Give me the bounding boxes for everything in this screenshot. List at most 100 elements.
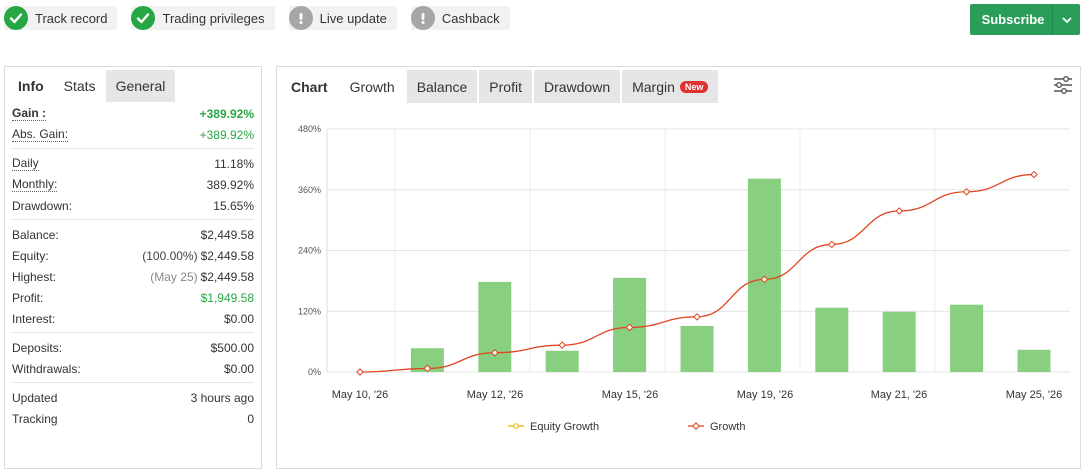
check-icon — [131, 6, 156, 30]
interest-value: $0.00 — [223, 311, 254, 326]
subscribe-button[interactable]: Subscribe — [970, 4, 1080, 35]
tab-stats[interactable]: Stats — [63, 78, 96, 94]
tab-balance[interactable]: Balance — [406, 70, 478, 103]
badge-label: Cashback — [441, 10, 500, 26]
subscribe-label: Subscribe — [981, 12, 1045, 27]
growth-point — [490, 348, 499, 357]
growth-line — [359, 173, 1035, 373]
tracking-label: Tracking — [12, 411, 58, 426]
chart-tabs: Chart Growth Balance Profit Drawdown Mar… — [281, 70, 719, 103]
growth-point — [827, 240, 836, 249]
withdrawals-label: Withdrawals: — [12, 361, 81, 376]
chart-svg: 0% 120% 240% 360% 480% May 10, '26 May 12, '26… — [298, 124, 1070, 433]
exclamation-icon — [288, 6, 313, 30]
tracking-value: 0 — [247, 411, 254, 426]
x-tick-label: May 21, '26 — [871, 389, 928, 401]
profit-label: Profit: — [12, 290, 44, 305]
abs-gain-value: +389.92% — [199, 127, 254, 142]
equity-label: Equity: — [12, 248, 49, 263]
growth-point — [423, 364, 432, 373]
tracking-row: Tracking 0 — [12, 408, 254, 429]
growth-bar — [478, 281, 512, 372]
sliders-icon[interactable] — [1052, 74, 1074, 96]
daily-row: Daily 11.18% — [12, 153, 254, 174]
badges-bar: Track record Trading privileges Live upd… — [4, 6, 510, 32]
tab-info[interactable]: Info — [18, 78, 44, 94]
growth-bar — [680, 325, 714, 372]
withdrawals-row: Withdrawals: $0.00 — [12, 358, 254, 379]
highest-value: $2,449.58 — [200, 269, 254, 284]
badge-trading-privileges[interactable]: Trading privileges — [131, 6, 275, 30]
exclamation-icon — [410, 6, 435, 30]
tab-drawdown[interactable]: Drawdown — [533, 70, 621, 103]
growth-bar — [815, 307, 849, 372]
growth-point — [895, 207, 904, 215]
growth-point — [1030, 170, 1038, 179]
daily-value: 11.18% — [214, 156, 254, 171]
balance-row: Balance: $2,449.58 — [12, 224, 254, 245]
y-tick-label: 480% — [298, 124, 321, 134]
badge-label: Trading privileges — [162, 10, 265, 26]
highest-row: Highest: (May 25) $2,449.58 — [12, 266, 254, 287]
equity-row: Equity: (100.00%) $2,449.58 — [12, 245, 254, 266]
highest-note: (May 25) — [150, 269, 198, 284]
x-tick-label: May 10, '26 — [332, 389, 389, 401]
tab-chart[interactable]: Chart — [281, 70, 338, 103]
legend-growth-marker — [692, 422, 700, 430]
deposits-row: Deposits: $500.00 — [12, 337, 254, 358]
tab-margin-label: Margin — [632, 78, 675, 95]
chevron-down-icon[interactable] — [1052, 4, 1080, 35]
deposits-label: Deposits: — [12, 340, 63, 355]
badge-label: Live update — [319, 10, 387, 26]
growth-point — [356, 368, 364, 376]
updated-label: Updated — [12, 390, 58, 405]
daily-label[interactable]: Daily — [12, 156, 39, 171]
updated-row: Updated 3 hours ago — [12, 387, 254, 408]
withdrawals-value: $0.00 — [223, 361, 254, 376]
monthly-label[interactable]: Monthly: — [12, 177, 58, 192]
badge-cashback[interactable]: Cashback — [410, 6, 510, 30]
growth-point — [962, 187, 971, 196]
tab-profit[interactable]: Profit — [479, 70, 532, 103]
y-tick-label: 240% — [298, 246, 321, 256]
updated-value: 3 hours ago — [190, 390, 254, 405]
x-tick-label: May 12, '26 — [467, 389, 524, 401]
equity-note: (100.00%) — [142, 248, 198, 263]
deposits-value: $500.00 — [210, 340, 254, 355]
y-tick-label: 360% — [298, 185, 321, 195]
abs-gain-label[interactable]: Abs. Gain: — [12, 127, 69, 142]
monthly-row: Monthly: 389.92% — [12, 174, 254, 195]
profit-row: Profit: $1,949.58 — [12, 287, 254, 308]
legend-equity-marker — [513, 423, 519, 429]
x-tick-label: May 19, '26 — [737, 389, 794, 401]
y-tick-label: 120% — [298, 306, 321, 316]
tab-growth[interactable]: Growth — [339, 70, 405, 103]
balance-value: $2,449.58 — [200, 227, 254, 242]
drawdown-label: Drawdown: — [12, 198, 73, 213]
growth-point — [558, 341, 567, 349]
growth-bar — [545, 350, 579, 372]
interest-row: Interest: $0.00 — [12, 308, 254, 329]
badge-live-update[interactable]: Live update — [288, 6, 397, 30]
gain-row: Gain : +389.92% — [12, 103, 254, 124]
new-badge: New — [679, 80, 709, 93]
y-tick-label: 0% — [308, 367, 321, 377]
drawdown-value: 15.65% — [213, 198, 254, 213]
highest-label: Highest: — [12, 269, 57, 284]
check-icon — [4, 6, 28, 30]
growth-chart: 0% 120% 240% 360% 480% May 10, '26 May 12, '26… — [277, 107, 1082, 469]
balance-label: Balance: — [12, 227, 59, 242]
abs-gain-row: Abs. Gain: +389.92% — [12, 124, 254, 145]
info-panel: Info Stats General Gain : +389.92% Abs. G… — [4, 66, 262, 469]
growth-point — [625, 323, 634, 332]
growth-bar — [882, 311, 916, 372]
tab-margin[interactable]: Margin New — [622, 70, 719, 103]
growth-bar — [1017, 349, 1051, 372]
tab-general[interactable]: General — [105, 70, 176, 102]
legend-equity-label: Equity Growth — [530, 421, 599, 433]
gain-label[interactable]: Gain : — [12, 106, 47, 121]
growth-point — [693, 313, 701, 321]
profit-value: $1,949.58 — [200, 290, 254, 305]
badge-track-record[interactable]: Track record — [4, 6, 118, 30]
monthly-value: 389.92% — [206, 177, 254, 192]
